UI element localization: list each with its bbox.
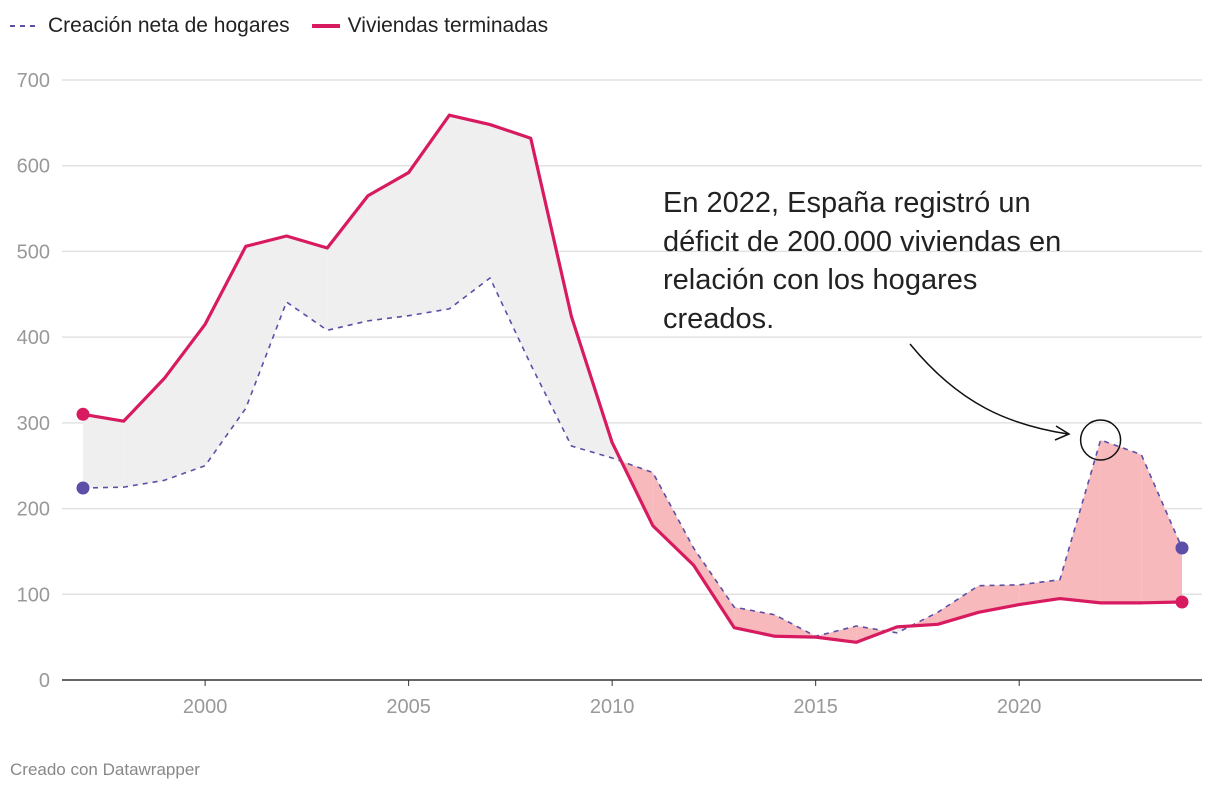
legend-swatch-solid — [311, 24, 340, 28]
gap-area — [205, 246, 246, 466]
gap-area — [652, 472, 694, 566]
x-tick-label: 2005 — [386, 696, 431, 718]
gap-area — [1100, 440, 1142, 603]
y-tick-label: 200 — [17, 499, 50, 521]
annotation-text: En 2022, España registró un déficit de 2… — [663, 187, 1062, 335]
series-line-hogares — [82, 277, 1183, 638]
gap-area — [367, 172, 409, 321]
x-tick-label: 2000 — [183, 696, 228, 718]
endpoint-marker — [76, 407, 90, 421]
endpoint-marker — [76, 481, 90, 495]
y-tick-label: 100 — [17, 584, 50, 606]
legend-label: Viviendas terminadas — [347, 14, 549, 37]
legend: Creación neta de hogares Viviendas termi… — [10, 14, 548, 38]
legend-swatch-dashed — [10, 25, 40, 27]
gap-area — [693, 548, 735, 628]
endpoint-marker — [1175, 541, 1189, 555]
y-tick-label: 300 — [17, 413, 50, 435]
y-tick-label: 600 — [17, 156, 50, 178]
gap-area — [245, 236, 287, 409]
x-tick-label: 2015 — [793, 696, 838, 718]
gap-area — [327, 195, 368, 331]
gap-area — [83, 414, 124, 488]
y-tick-label: 700 — [17, 70, 50, 92]
gap-area — [164, 324, 206, 481]
y-tick-label: 500 — [17, 241, 50, 263]
annotation-arrow — [909, 343, 1069, 435]
gap-area — [408, 115, 450, 316]
gap-area — [123, 378, 165, 488]
gap-area — [1059, 440, 1101, 603]
x-tick-label: 2020 — [997, 696, 1042, 718]
y-tick-label: 400 — [17, 327, 50, 349]
gap-area — [449, 115, 491, 309]
legend-item-hogares: Creación neta de hogares — [10, 14, 290, 38]
y-tick-label: 0 — [39, 670, 50, 692]
endpoint-marker — [1175, 595, 1189, 609]
legend-item-viviendas: Viviendas terminadas — [311, 14, 549, 38]
series-line-viviendas — [82, 113, 1183, 644]
legend-label: Creación neta de hogares — [48, 14, 290, 37]
annotation-circle — [1079, 419, 1122, 461]
gap-area — [286, 236, 328, 331]
x-tick-label: 2010 — [590, 696, 635, 718]
arrowhead-icon — [1054, 425, 1071, 441]
credit: Creado con Datawrapper — [10, 760, 200, 779]
gap-area — [530, 138, 572, 447]
gap-area — [1141, 454, 1182, 603]
gap-area — [1019, 579, 1060, 605]
gap-area — [490, 124, 531, 365]
